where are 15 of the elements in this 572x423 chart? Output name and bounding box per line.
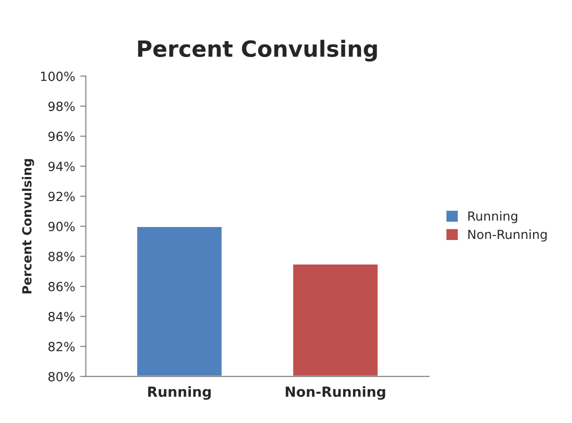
y-tick-label: 82% [48,342,75,352]
y-tick-label: 96% [48,132,75,142]
y-tick-label: 80% [48,372,75,382]
chart-title: Percent Convulsing [138,40,377,62]
y-tick-label: 100% [41,72,75,82]
y-tick-label: 86% [48,282,75,292]
y-tick-label: 90% [48,222,75,232]
y-tick-label: 92% [48,192,75,202]
legend-label: Non-Running [468,229,547,242]
y-tick-label: 88% [48,252,75,262]
y-tick-label: 98% [48,102,75,112]
y-tick-label: 94% [48,162,75,172]
y-axis-title: Percent Convulsing [22,159,34,294]
y-tick-label: 84% [48,312,75,322]
legend-label: Running [468,211,518,224]
